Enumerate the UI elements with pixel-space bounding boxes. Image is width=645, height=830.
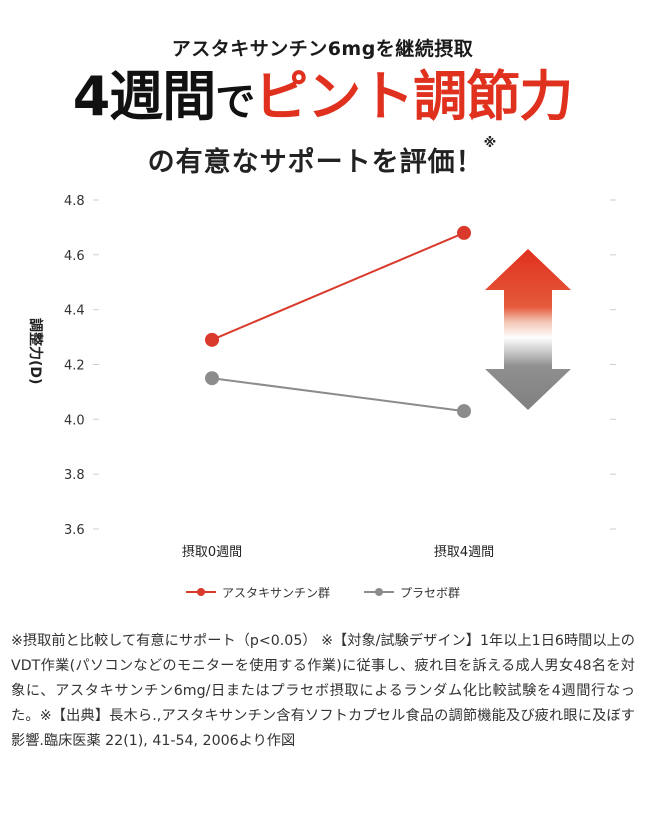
- series-group: [205, 225, 471, 419]
- series-line-0: [211, 231, 465, 341]
- headline-part-de: で: [215, 79, 255, 125]
- increase-arrow-icon: [485, 249, 571, 338]
- series-0-point-0: [205, 332, 219, 347]
- headline-tail: の有意なサポートを評価！※: [0, 136, 645, 179]
- y-axis-label: 調整力(D): [27, 318, 44, 384]
- legend-item-placebo: プラセボ群: [364, 580, 460, 604]
- footnote: ※摂取前と比較して有意にサポート（p<0.05） ※【対象/試験デザイン】1年以…: [11, 633, 635, 749]
- chart-legend: アスタキサンチン群 プラセボ群: [0, 580, 645, 604]
- headline-part-weeks: 4週間: [72, 65, 217, 128]
- x-tick-label: 摂取0週間: [182, 544, 242, 560]
- headline-subtitle: アスタキサンチン6mgを継続摂取: [171, 38, 474, 60]
- x-tick-label: 摂取4週間: [434, 544, 494, 560]
- y-tick-label: 4.4: [64, 304, 85, 319]
- legend-label-astaxanthin: アスタキサンチン群: [222, 585, 331, 600]
- x-axis-ticks: 摂取0週間 摂取4週間: [182, 544, 494, 560]
- series-0-point-1: [457, 225, 471, 240]
- y-tick-label: 3.8: [64, 468, 85, 483]
- series-1-point-1: [457, 404, 471, 419]
- legend-label-placebo: プラセボ群: [400, 585, 461, 600]
- right-axis-ticks: [610, 199, 616, 530]
- headline-tail-text: の有意なサポートを評価！: [147, 147, 484, 178]
- y-tick-label: 3.6: [64, 523, 85, 538]
- headline-main: 4週間でピント調節力: [0, 62, 645, 137]
- change-arrows: [485, 249, 571, 410]
- y-axis-ticks: 4.8 4.6 4.4 4.2 4.0 3.8 3.6: [64, 194, 99, 538]
- legend-marker-red: [186, 588, 216, 596]
- series-line-1: [211, 377, 465, 413]
- headline-part-focus: ピント調節力: [254, 65, 573, 128]
- series-1-point-0: [205, 371, 219, 386]
- legend-item-astaxanthin: アスタキサンチン群: [186, 580, 330, 604]
- y-axis-title: 調整力(D): [27, 318, 44, 384]
- y-tick-label: 4.8: [64, 194, 85, 209]
- legend-marker-gray: [364, 588, 394, 596]
- y-tick-label: 4.6: [64, 249, 85, 264]
- y-tick-label: 4.2: [64, 359, 85, 374]
- decrease-arrow-icon: [485, 337, 571, 410]
- headline-tail-mark: ※: [483, 136, 498, 151]
- y-tick-label: 4.0: [64, 413, 85, 428]
- line-chart: 調整力(D) 4.8 4.6 4.4 4.2 4.0 3.8 3.6 摂取0週間 摂取4週間: [27, 194, 616, 560]
